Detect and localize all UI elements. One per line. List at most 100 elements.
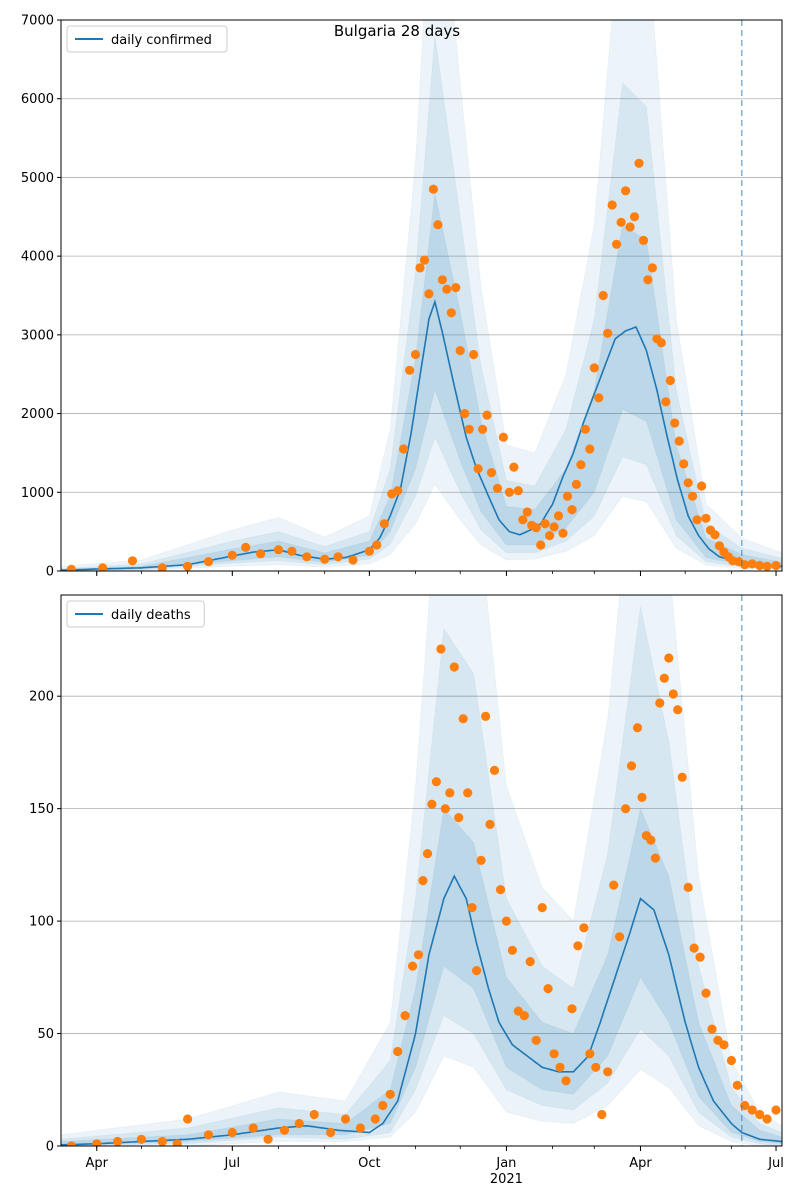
- uncertainty-band-middle: [61, 606, 782, 1146]
- data-point: [632, 723, 643, 733]
- y-tick-label: 150: [29, 802, 54, 817]
- data-point: [440, 804, 450, 814]
- y-tick-label: 5000: [21, 171, 54, 186]
- data-point: [603, 328, 613, 338]
- data-point: [719, 1040, 729, 1050]
- data-point: [501, 916, 511, 926]
- data-point: [683, 478, 693, 488]
- data-point: [771, 560, 781, 571]
- axes-frame: [60, 594, 783, 1147]
- y-tick-label: 4000: [21, 250, 54, 265]
- data-point: [372, 540, 382, 550]
- data-point: [555, 1062, 565, 1072]
- data-point: [561, 1076, 571, 1086]
- data-point: [747, 559, 757, 569]
- data-point: [591, 1062, 601, 1072]
- data-point: [424, 289, 434, 299]
- data-point: [573, 941, 583, 951]
- data-point: [697, 481, 707, 491]
- data-point: [279, 1125, 290, 1135]
- y-tick-label: 3000: [21, 328, 54, 343]
- data-point: [294, 1118, 304, 1129]
- data-point: [326, 1127, 336, 1138]
- data-point: [183, 1114, 193, 1124]
- data-point: [540, 519, 550, 529]
- data-point: [531, 1035, 541, 1045]
- data-point: [273, 545, 284, 555]
- data-point: [665, 375, 675, 386]
- x-tick-label: Apr: [629, 1156, 652, 1171]
- series-line: [61, 298, 782, 571]
- data-point: [525, 957, 535, 967]
- data-point: [549, 1049, 559, 1059]
- data-point: [531, 523, 541, 533]
- data-point: [227, 1127, 237, 1138]
- data-point: [498, 432, 508, 442]
- y-tick-label: 50: [37, 1027, 54, 1042]
- data-point: [419, 255, 430, 265]
- data-point: [518, 515, 528, 525]
- data-point: [679, 459, 689, 469]
- data-point: [576, 460, 586, 470]
- data-point: [422, 849, 433, 859]
- data-point: [413, 950, 424, 960]
- data-point: [348, 555, 358, 565]
- legend-box: [66, 25, 228, 53]
- data-point: [621, 804, 631, 814]
- data-point: [451, 283, 461, 293]
- data-point: [571, 479, 582, 489]
- legend-label: daily deaths: [111, 608, 191, 623]
- legend-box: [66, 600, 205, 628]
- data-point: [486, 468, 497, 478]
- y-tick-label: 0: [46, 1140, 54, 1155]
- data-point: [427, 799, 437, 809]
- data-point: [589, 363, 599, 373]
- data-point: [519, 1011, 529, 1021]
- data-point: [689, 943, 699, 953]
- data-point: [400, 1011, 410, 1021]
- data-point: [66, 564, 76, 571]
- data-point: [379, 519, 389, 529]
- data-point: [567, 1004, 577, 1014]
- data-point: [340, 1114, 351, 1124]
- data-point: [603, 1067, 613, 1077]
- data-point: [522, 507, 532, 517]
- y-tick-label: 7000: [21, 14, 54, 29]
- data-point: [437, 275, 447, 285]
- data-point: [594, 393, 604, 403]
- data-point: [710, 530, 720, 540]
- data-point: [616, 217, 626, 227]
- data-point: [410, 349, 421, 360]
- data-point: [333, 552, 343, 562]
- data-point: [673, 705, 683, 715]
- data-point: [755, 560, 765, 571]
- data-point: [415, 263, 425, 273]
- data-point: [385, 1089, 395, 1099]
- data-point: [701, 513, 711, 523]
- data-point: [683, 882, 693, 893]
- data-point: [504, 487, 514, 497]
- uncertainty-band-outer: [61, 20, 782, 571]
- data-point: [92, 1139, 102, 1146]
- data-point: [309, 1109, 319, 1120]
- data-point: [227, 550, 237, 560]
- data-point: [446, 308, 456, 318]
- data-point: [355, 1123, 365, 1133]
- data-point: [585, 444, 595, 454]
- data-point: [695, 952, 705, 962]
- data-point: [467, 903, 477, 913]
- data-point: [248, 1123, 258, 1133]
- data-point: [113, 1136, 123, 1146]
- x-tick-label: Jul: [223, 1156, 240, 1171]
- data-point: [688, 491, 698, 501]
- data-point: [241, 542, 251, 553]
- uncertainty-band-inner: [61, 193, 782, 571]
- data-point: [664, 653, 674, 663]
- data-point: [408, 961, 418, 971]
- data-point: [655, 698, 665, 708]
- data-point: [136, 1134, 146, 1144]
- data-point: [513, 486, 523, 496]
- data-point: [762, 561, 772, 571]
- data-point: [393, 486, 403, 496]
